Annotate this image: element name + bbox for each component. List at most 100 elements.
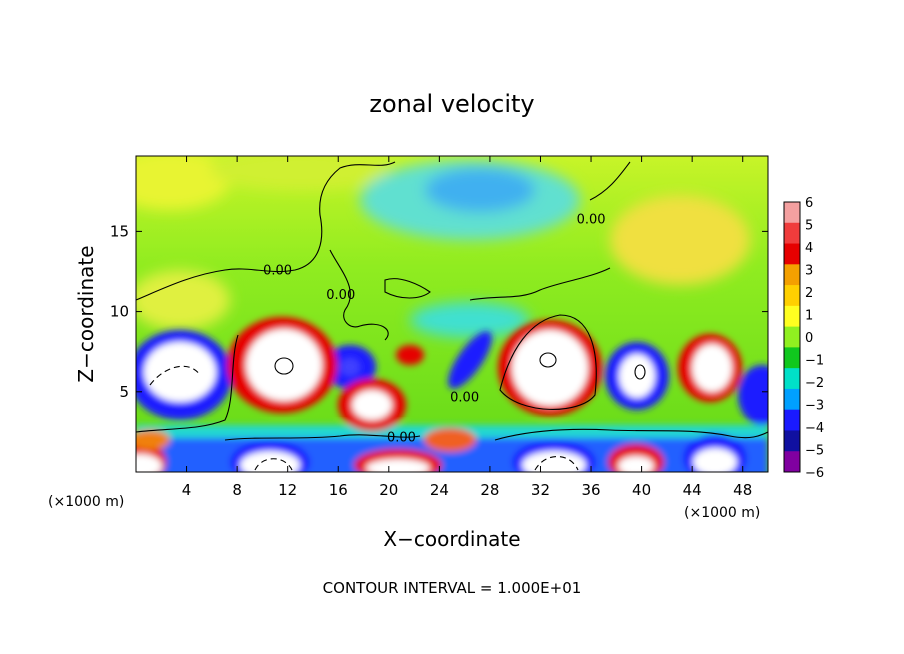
colorbar-label: −6 bbox=[805, 466, 824, 481]
contour-dashed-left bbox=[149, 365, 201, 386]
blob-cyan-mid bbox=[410, 302, 530, 338]
contour-inner-right bbox=[634, 364, 646, 380]
cell-neg-left-core bbox=[144, 342, 216, 402]
contour-inner-main bbox=[539, 352, 557, 368]
x-axis-label: X−coordinate bbox=[383, 527, 520, 551]
x-tick-label: 16 bbox=[329, 481, 348, 499]
contour-zero-island bbox=[384, 278, 431, 299]
colorbar-swatch bbox=[784, 388, 800, 411]
colorbar-label: 4 bbox=[805, 241, 813, 256]
contour-zero-right bbox=[589, 161, 631, 201]
cell-pos-main-core bbox=[512, 330, 588, 406]
colorbar-swatch bbox=[784, 326, 800, 348]
contour-zero-lower bbox=[136, 334, 239, 433]
cell-pos-bottom-center-core bbox=[618, 456, 654, 472]
cell-pos-right-core bbox=[692, 344, 732, 392]
colorbar-label: −4 bbox=[805, 421, 824, 436]
colorbar-label: 5 bbox=[805, 219, 813, 234]
cell-neg-bottom-1-core bbox=[240, 451, 300, 472]
cell-pos-bottom-left-core bbox=[136, 454, 162, 472]
x-tick-label: 4 bbox=[182, 481, 192, 499]
colorbar-swatch bbox=[784, 451, 800, 473]
field-blobs-soft bbox=[136, 156, 750, 338]
cell-pos-left-edge bbox=[136, 430, 170, 450]
contour-inner-left bbox=[274, 357, 294, 375]
colorbar: 6 5 4 3 2 1 0 −1 −2 −3 −4 −5 −6 bbox=[783, 196, 824, 481]
cell-pos-center-core bbox=[352, 390, 392, 420]
plot-frame bbox=[135, 155, 769, 473]
cell-neg-far-right bbox=[738, 365, 768, 425]
x-tick-label: 32 bbox=[531, 481, 550, 499]
cell-neg-bottom-3-core bbox=[693, 448, 737, 472]
x-tick-label: 20 bbox=[379, 481, 398, 499]
colorbar-swatch bbox=[784, 305, 800, 328]
blob-top-yellow bbox=[210, 156, 390, 190]
cell-neg-tilt bbox=[448, 331, 492, 389]
y-tick-label: 10 bbox=[110, 303, 129, 321]
colorbar-label: −5 bbox=[805, 444, 824, 459]
colorbar-swatch bbox=[784, 368, 800, 390]
colorbar-label: 3 bbox=[805, 264, 813, 279]
x-tick-label: 12 bbox=[278, 481, 297, 499]
x-tick-label: 44 bbox=[683, 481, 702, 499]
colorbar-label: 2 bbox=[805, 286, 813, 301]
x-tick-label: 8 bbox=[232, 481, 242, 499]
x-axis: 4 8 12 16 20 24 28 32 36 40 44 48 bbox=[182, 156, 752, 499]
colorbar-label: 0 bbox=[805, 331, 813, 346]
cell-pos-left-core bbox=[246, 329, 322, 401]
blob-top-left-yellow bbox=[136, 156, 230, 210]
x-unit-right: (×1000 m) bbox=[684, 505, 760, 521]
colorbar-swatch bbox=[784, 264, 800, 286]
contour-label: 0.00 bbox=[577, 212, 606, 227]
cell-pos-bottom-mid-core bbox=[366, 459, 430, 472]
blob-blue-upper bbox=[425, 168, 535, 212]
x-tick-label: 40 bbox=[632, 481, 651, 499]
x-tick-label: 28 bbox=[480, 481, 499, 499]
cell-pos-low-orange bbox=[424, 428, 476, 452]
cell-pos-small bbox=[396, 345, 424, 365]
colorbar-label: −2 bbox=[805, 376, 824, 391]
x-tick-label: 48 bbox=[733, 481, 752, 499]
contour-lines bbox=[136, 161, 768, 471]
cell-neg-bottom-2-core bbox=[522, 451, 586, 472]
colorbar-swatch bbox=[784, 430, 800, 452]
colorbar-swatch bbox=[784, 347, 800, 369]
colorbar-label: −3 bbox=[805, 399, 824, 414]
contour-zero-lower-mid bbox=[224, 434, 421, 441]
colorbar-label: 6 bbox=[805, 196, 813, 211]
contour-zero-right-cell bbox=[499, 314, 597, 410]
y-axis-label: Z−coordinate bbox=[74, 245, 98, 382]
colorbar-swatch bbox=[784, 409, 800, 431]
colorbar-swatch bbox=[784, 202, 800, 224]
contour-zero-lower-right bbox=[494, 428, 768, 441]
x-tick-label: 24 bbox=[430, 481, 449, 499]
y-axis: 5 10 15 bbox=[110, 222, 768, 401]
colorbar-label: 1 bbox=[805, 309, 813, 324]
cell-neg-mid-core bbox=[340, 358, 360, 376]
colorbar-label: −1 bbox=[805, 354, 824, 369]
contour-label: 0.00 bbox=[326, 288, 355, 303]
chart-title: zonal velocity bbox=[369, 90, 534, 118]
contour-interval-note: CONTOUR INTERVAL = 1.000E+01 bbox=[323, 579, 582, 597]
y-tick-label: 5 bbox=[119, 383, 129, 401]
contour-dashed-bottom-1 bbox=[254, 458, 293, 471]
contour-dashed-bottom-2 bbox=[534, 456, 579, 471]
colorbar-swatch bbox=[784, 243, 800, 265]
colorbar-swatch bbox=[784, 222, 800, 245]
plot-area: 0.00 0.00 0.00 0.00 0.00 bbox=[136, 156, 768, 472]
blob-yellow-left bbox=[136, 270, 230, 330]
contour-zero-upper-mid bbox=[329, 249, 389, 341]
y-tick-label: 15 bbox=[110, 222, 129, 240]
x-tick-label: 36 bbox=[581, 481, 600, 499]
colorbar-frame bbox=[783, 201, 801, 473]
colorbar-swatch bbox=[784, 285, 800, 307]
field-structures bbox=[136, 317, 768, 472]
contour-label: 0.00 bbox=[387, 431, 416, 446]
contour-label: 0.00 bbox=[263, 264, 292, 279]
contour-label-group: 0.00 0.00 0.00 0.00 0.00 bbox=[263, 212, 605, 445]
contour-zero-upper-left bbox=[136, 161, 396, 301]
contour-label: 0.00 bbox=[450, 390, 479, 405]
x-unit-left: (×1000 m) bbox=[48, 494, 124, 510]
cell-neg-right-core bbox=[619, 354, 655, 398]
